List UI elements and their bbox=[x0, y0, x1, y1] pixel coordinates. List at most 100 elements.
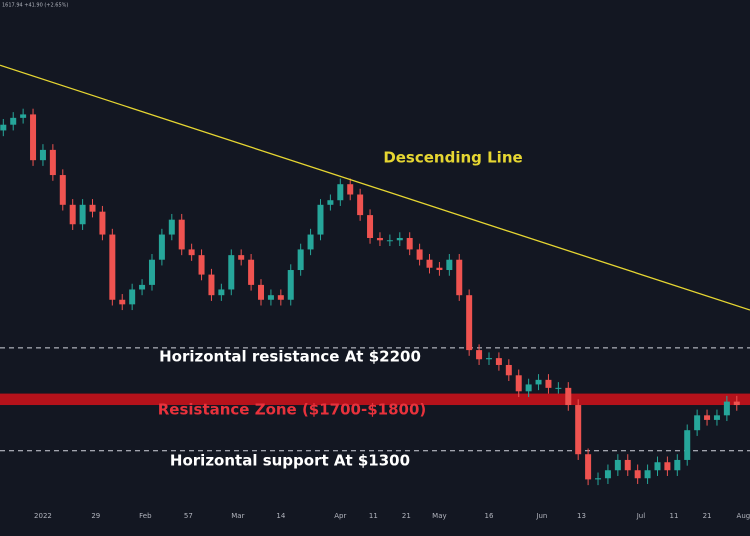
candle-body bbox=[664, 462, 671, 471]
candle-body bbox=[723, 401, 730, 416]
level-label: Horizontal support At $1300 bbox=[170, 452, 410, 470]
candle-body bbox=[357, 194, 364, 216]
x-tick-label: Jul bbox=[636, 512, 646, 520]
candle-body bbox=[545, 379, 552, 388]
candle-body bbox=[704, 415, 711, 420]
candle-body bbox=[505, 364, 512, 376]
x-tick-label: Mar bbox=[231, 512, 244, 520]
candle-body bbox=[426, 259, 433, 268]
candle-body bbox=[733, 401, 740, 406]
candle-body bbox=[684, 430, 691, 460]
candle-body bbox=[30, 114, 37, 161]
candle-body bbox=[525, 384, 532, 392]
candle-body bbox=[89, 204, 96, 212]
x-tick-label: 11 bbox=[369, 512, 378, 520]
candle-body bbox=[337, 184, 344, 201]
candle-body bbox=[148, 259, 155, 285]
candle-body bbox=[69, 204, 76, 225]
plot bbox=[0, 64, 750, 486]
x-tick-label: 13 bbox=[577, 512, 586, 520]
candle-body bbox=[129, 289, 136, 305]
candle-body bbox=[39, 149, 46, 161]
candle-body bbox=[466, 295, 473, 351]
candle-body bbox=[515, 375, 522, 392]
candle-body bbox=[386, 240, 393, 242]
candle-body bbox=[0, 124, 7, 131]
candle-body bbox=[485, 358, 492, 360]
candle-body bbox=[495, 358, 502, 365]
candle-body bbox=[604, 470, 611, 479]
candle-body bbox=[307, 234, 314, 250]
candle-body bbox=[178, 219, 185, 250]
trendline-label: Descending Line bbox=[383, 149, 522, 167]
x-tick-label: Feb bbox=[139, 512, 152, 520]
candle-body bbox=[109, 234, 116, 300]
x-tick-label: 21 bbox=[703, 512, 712, 520]
candle-body bbox=[674, 459, 681, 471]
candle-body bbox=[396, 237, 403, 241]
candle-body bbox=[139, 284, 146, 290]
header: 1617.94 +41.90 (+2.65%) bbox=[2, 3, 68, 9]
resistance-zone bbox=[0, 393, 750, 406]
descending-line bbox=[0, 64, 750, 311]
candle-body bbox=[59, 175, 66, 205]
candle-body bbox=[267, 295, 274, 300]
candle-body bbox=[456, 259, 463, 296]
candle-body bbox=[258, 284, 265, 300]
candle-body bbox=[585, 454, 592, 480]
candle-body bbox=[79, 204, 86, 225]
x-tick-label: 29 bbox=[91, 512, 100, 520]
candle-body bbox=[317, 204, 324, 235]
candle-body bbox=[436, 267, 443, 271]
x-tick-label: Jun bbox=[535, 512, 547, 520]
x-tick-label: 2022 bbox=[34, 512, 52, 520]
candle-body bbox=[20, 114, 27, 118]
candle-body bbox=[555, 387, 562, 389]
x-tick-label: 16 bbox=[485, 512, 494, 520]
candle-body bbox=[654, 462, 661, 471]
candle-body bbox=[565, 387, 572, 406]
candle-body bbox=[218, 289, 225, 296]
x-tick-label: Aug bbox=[737, 512, 750, 520]
candle-body bbox=[446, 259, 453, 271]
candle-body bbox=[376, 237, 383, 241]
candle-body bbox=[10, 117, 17, 125]
candle-body bbox=[248, 259, 255, 285]
candle-body bbox=[367, 215, 374, 238]
candle-body bbox=[634, 470, 641, 479]
candle-body bbox=[624, 459, 631, 471]
candle-body bbox=[297, 249, 304, 271]
level-label: Horizontal resistance At $2200 bbox=[159, 348, 421, 366]
candle-body bbox=[535, 379, 542, 385]
x-tick-label: 57 bbox=[184, 512, 193, 520]
candle-body bbox=[238, 255, 245, 260]
x-tick-label: 14 bbox=[276, 512, 285, 520]
x-tick-label: 21 bbox=[402, 512, 411, 520]
candle-body bbox=[158, 234, 165, 260]
candle-body bbox=[595, 478, 602, 480]
candle-body bbox=[614, 459, 621, 471]
candle-body bbox=[694, 415, 701, 431]
candle-body bbox=[99, 211, 106, 235]
candle-body bbox=[406, 237, 413, 250]
x-tick-label: May bbox=[432, 512, 446, 520]
candle-body bbox=[198, 255, 205, 275]
candle-body bbox=[188, 249, 195, 256]
candle-body bbox=[168, 219, 175, 235]
candle-body bbox=[277, 295, 284, 300]
candle-body bbox=[287, 270, 294, 300]
candle-body bbox=[327, 200, 334, 205]
x-tick-label: 11 bbox=[670, 512, 679, 520]
candle-body bbox=[713, 415, 720, 420]
candle-body bbox=[228, 255, 235, 290]
candle-body bbox=[416, 249, 423, 260]
candle-body bbox=[347, 184, 354, 195]
candle-body bbox=[208, 274, 215, 296]
candle-body bbox=[49, 149, 56, 176]
candle-body bbox=[476, 350, 483, 360]
candle-body bbox=[644, 470, 651, 479]
candle-body bbox=[119, 299, 126, 305]
x-tick-label: Apr bbox=[334, 512, 346, 520]
